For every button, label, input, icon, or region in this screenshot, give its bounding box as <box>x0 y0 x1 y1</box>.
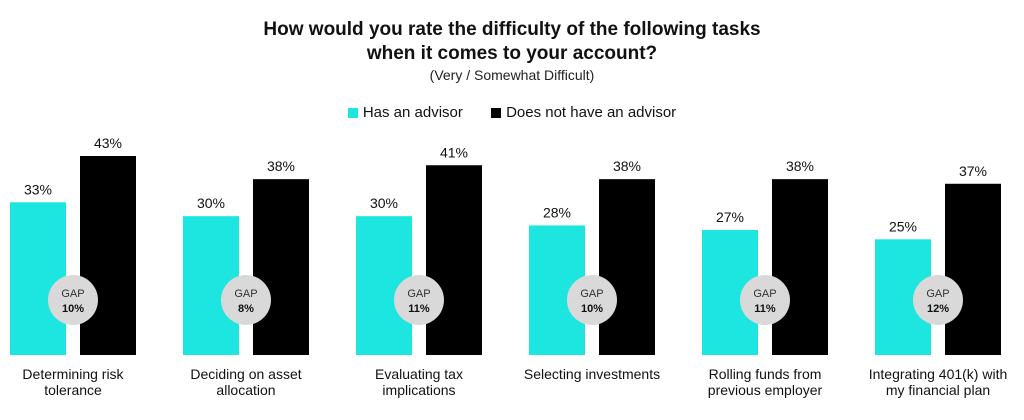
category-label-4-line-0: Rolling funds from <box>709 366 822 382</box>
chart-legend: Has an advisor Does not have an advisor <box>0 104 1024 122</box>
chart-title: How would you rate the difficulty of the… <box>0 18 1024 84</box>
chart-subtitle: (Very / Somewhat Difficult) <box>429 67 595 83</box>
category-label-1-line-1: allocation <box>216 382 275 398</box>
bar-no-advisor-0 <box>80 156 136 355</box>
category-label-4-line-1: previous employer <box>708 382 823 398</box>
bar-has-advisor-0 <box>10 202 66 355</box>
bar-no-advisor-1 <box>253 179 309 355</box>
gap-value-1: 8% <box>238 303 254 315</box>
chart-title-line-1: How would you rate the difficulty of the… <box>263 19 761 40</box>
gap-value-5: 12% <box>927 303 949 315</box>
gap-badge-4 <box>740 275 790 325</box>
gap-title-1: GAP <box>234 288 257 300</box>
chart-title-line-2: when it comes to your account? <box>366 43 658 64</box>
gap-badge-1 <box>221 275 271 325</box>
category-label-2-line-0: Evaluating tax <box>375 366 463 382</box>
bar-label-has-advisor-4: 27% <box>716 209 744 225</box>
gap-title-2: GAP <box>407 288 430 300</box>
category-label-5-line-1: my financial plan <box>886 382 990 398</box>
gap-title-3: GAP <box>580 288 603 300</box>
bar-label-no-advisor-1: 38% <box>267 158 295 174</box>
bar-label-no-advisor-2: 41% <box>440 144 468 160</box>
category-label-3-line-0: Selecting investments <box>524 366 660 382</box>
legend-item-no-advisor: Does not have an advisor <box>491 104 676 121</box>
bar-label-has-advisor-3: 28% <box>543 204 571 220</box>
category-label-0-line-0: Determining risk <box>22 366 124 382</box>
legend-item-has-advisor: Has an advisor <box>347 104 463 121</box>
gap-value-3: 10% <box>581 303 603 315</box>
category-label-1-line-0: Deciding on asset <box>190 366 301 382</box>
gap-badge-2 <box>394 275 444 325</box>
bar-no-advisor-5 <box>945 183 1001 355</box>
gap-value-0: 10% <box>62 303 84 315</box>
bar-no-advisor-2 <box>426 165 482 355</box>
bar-label-no-advisor-3: 38% <box>613 158 641 174</box>
bar-no-advisor-3 <box>599 179 655 355</box>
gap-title-5: GAP <box>926 288 949 300</box>
bar-label-no-advisor-0: 43% <box>94 135 122 151</box>
bar-no-advisor-4 <box>772 179 828 355</box>
gap-title-0: GAP <box>61 288 84 300</box>
gap-badge-0 <box>48 275 98 325</box>
legend-swatch-has-advisor <box>347 107 358 118</box>
legend-label-has-advisor: Has an advisor <box>362 104 463 121</box>
category-label-0-line-1: tolerance <box>44 382 102 398</box>
bar-label-has-advisor-1: 30% <box>197 195 225 211</box>
gap-badge-5 <box>913 275 963 325</box>
bar-label-has-advisor-0: 33% <box>24 181 52 197</box>
bar-label-no-advisor-4: 38% <box>786 158 814 174</box>
gap-value-4: 11% <box>754 303 776 315</box>
gap-badge-3 <box>567 275 617 325</box>
category-label-5-line-0: Integrating 401(k) with <box>869 366 1008 382</box>
legend-swatch-no-advisor <box>491 107 502 118</box>
bar-label-has-advisor-5: 25% <box>889 218 917 234</box>
gap-title-4: GAP <box>753 288 776 300</box>
category-label-2-line-1: implications <box>382 382 455 398</box>
gap-value-2: 11% <box>408 303 430 315</box>
bar-label-no-advisor-5: 37% <box>959 163 987 179</box>
bar-label-has-advisor-2: 30% <box>370 195 398 211</box>
legend-label-no-advisor: Does not have an advisor <box>506 104 677 121</box>
